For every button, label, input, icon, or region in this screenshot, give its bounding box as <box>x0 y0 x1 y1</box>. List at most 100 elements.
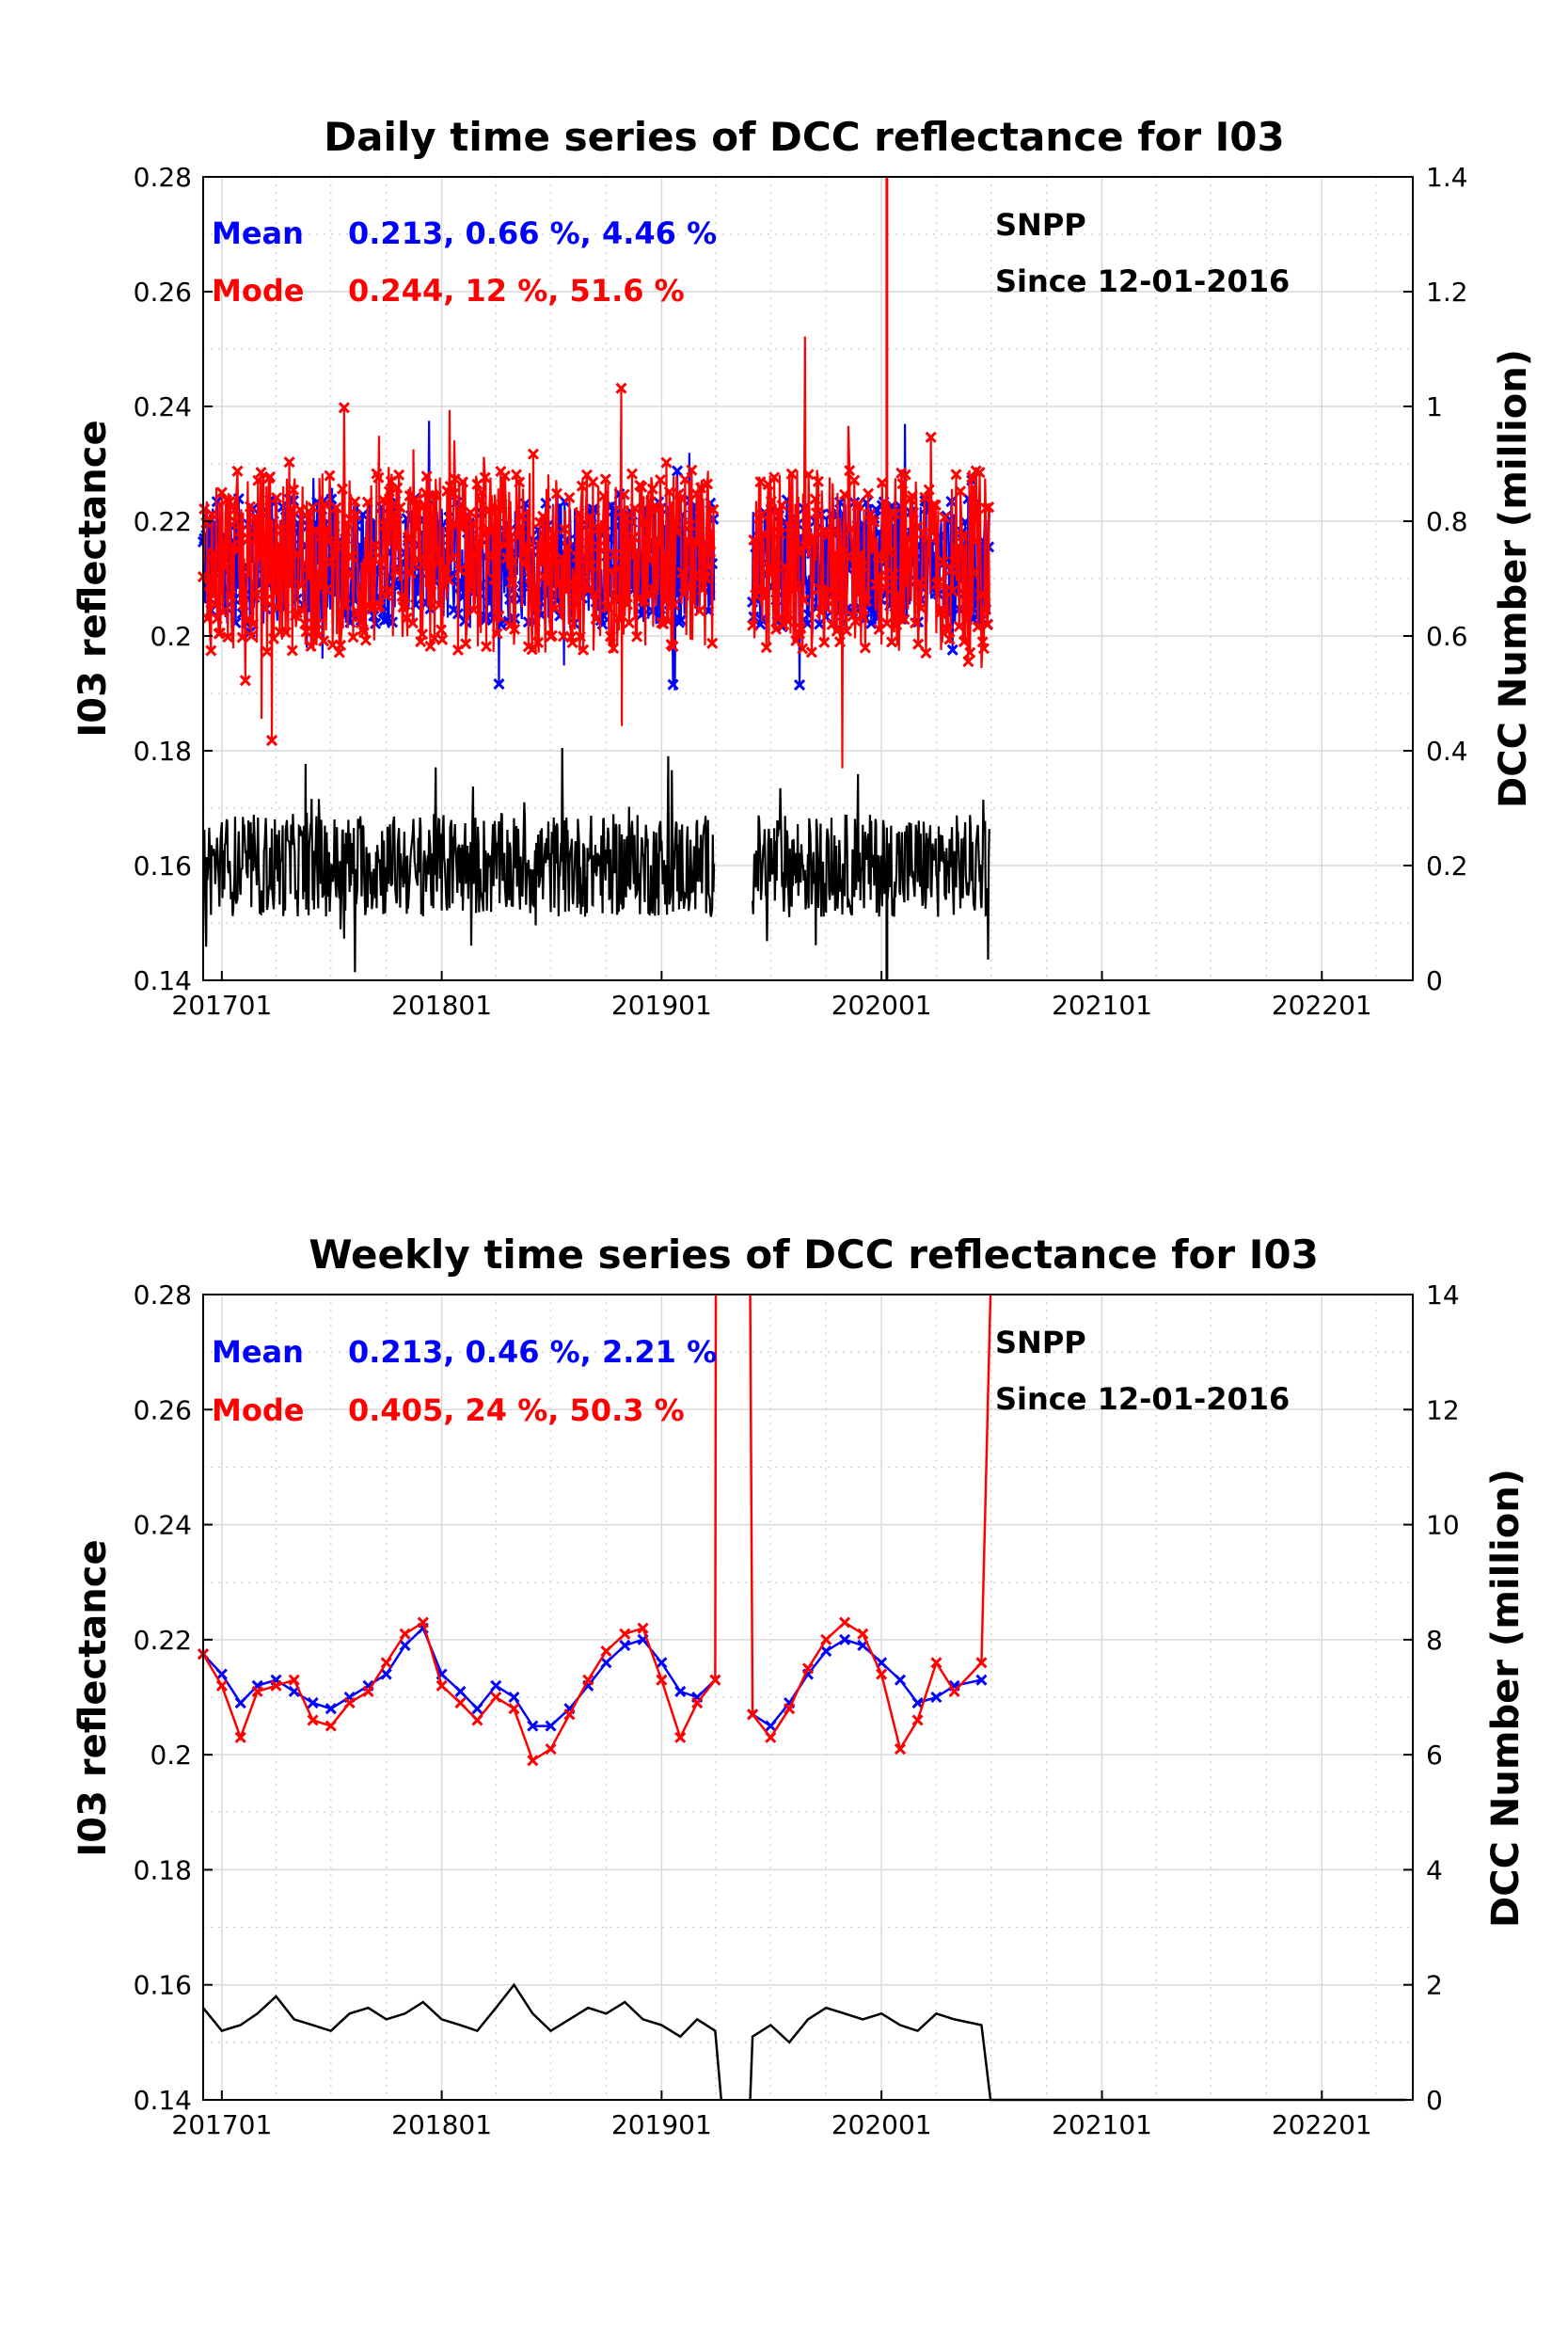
data-point <box>349 496 361 508</box>
data-point <box>820 1633 832 1645</box>
data-point <box>471 1714 483 1726</box>
data-point <box>271 491 283 504</box>
weekly-mode-label: Mode <box>212 1392 304 1428</box>
data-point <box>876 1668 888 1680</box>
weekly-ticks: 0.14 0.16 0.18 0.2 0.22 0.24 0.26 0.28 0 2 4 6 8 10 12… <box>134 1279 1460 2140</box>
data-point <box>508 1691 520 1704</box>
data-point <box>849 615 862 628</box>
data-point <box>325 1703 337 1715</box>
data-point <box>540 548 552 562</box>
data-point <box>600 1657 612 1669</box>
data-point <box>909 617 922 629</box>
data-point <box>550 487 562 500</box>
data-point <box>518 548 531 561</box>
data-point <box>422 545 435 557</box>
data-point <box>911 1714 924 1726</box>
data-point <box>656 1657 668 1669</box>
data-point <box>788 580 800 593</box>
weekly-plot-frame <box>202 1294 1414 2101</box>
data-point <box>805 646 817 659</box>
data-point <box>568 579 580 591</box>
data-point <box>247 618 260 630</box>
data-point <box>483 504 496 516</box>
data-point <box>272 602 284 614</box>
y-tick-label: 0.2 <box>150 621 192 652</box>
data-point <box>690 488 703 501</box>
data-point <box>626 468 639 480</box>
x-tick-label: 202101 <box>1052 990 1152 1021</box>
data-point <box>779 560 791 573</box>
y2-tick-label: 0.2 <box>1426 850 1468 882</box>
y2-tick-label: 1.2 <box>1426 277 1468 308</box>
data-point <box>616 504 628 516</box>
data-point <box>674 613 687 627</box>
data-point <box>215 1679 228 1692</box>
data-point <box>974 589 987 601</box>
data-point <box>248 512 261 524</box>
data-point <box>527 1755 539 1767</box>
data-point <box>512 531 524 543</box>
x-tick-label: 201701 <box>171 990 272 1021</box>
data-point <box>460 638 472 650</box>
data-point <box>651 536 663 548</box>
data-point <box>938 555 950 568</box>
data-point <box>310 617 324 630</box>
daily-data <box>197 177 995 980</box>
daily-panel: Daily time series of DCC reflectance for… <box>71 114 1535 1021</box>
data-point <box>465 506 477 518</box>
data-point <box>835 589 847 601</box>
y-tick-label: 0.16 <box>134 850 192 882</box>
data-point <box>241 614 253 627</box>
data-point <box>966 471 978 484</box>
daily-plot-frame <box>202 176 1414 981</box>
data-point <box>870 579 882 591</box>
data-point <box>297 605 309 617</box>
data-point <box>795 622 807 635</box>
data-point <box>399 1639 411 1652</box>
data-point <box>224 496 236 508</box>
data-point <box>972 621 984 633</box>
data-point <box>903 544 915 556</box>
data-point <box>867 537 879 549</box>
y2-tick-label: 4 <box>1426 1854 1443 1885</box>
data-point <box>343 1697 356 1709</box>
data-point <box>417 628 429 641</box>
data-point <box>307 1697 319 1709</box>
data-point <box>430 489 442 501</box>
data-point <box>880 617 893 629</box>
data-point <box>754 476 767 488</box>
data-point <box>391 482 404 494</box>
data-point <box>879 581 892 594</box>
data-point <box>896 478 909 490</box>
data-point <box>609 548 621 561</box>
data-point <box>383 485 395 498</box>
data-point <box>659 596 672 608</box>
data-point <box>573 507 585 519</box>
y-tick-label: 0.14 <box>134 965 192 996</box>
data-point <box>709 1674 721 1686</box>
weekly-grid <box>203 1295 1413 2100</box>
data-point <box>908 506 920 518</box>
data-point <box>951 543 963 555</box>
data-point <box>208 547 220 560</box>
data-point <box>686 464 698 476</box>
data-point <box>773 612 785 624</box>
data-point <box>198 502 211 516</box>
data-point <box>454 1697 467 1709</box>
data-point <box>663 485 675 498</box>
data-point <box>812 475 824 487</box>
data-point <box>424 640 436 653</box>
data-point <box>608 642 620 655</box>
data-point <box>574 630 586 643</box>
data-point <box>674 1685 687 1697</box>
data-point <box>892 588 904 600</box>
data-point <box>319 498 331 511</box>
y2-tick-label: 6 <box>1426 1740 1443 1771</box>
data-point <box>514 476 526 488</box>
data-point <box>932 576 945 588</box>
data-point <box>485 526 498 538</box>
data-point <box>798 594 810 606</box>
data-point <box>545 1720 557 1732</box>
data-point <box>256 548 268 561</box>
data-point <box>615 382 627 394</box>
